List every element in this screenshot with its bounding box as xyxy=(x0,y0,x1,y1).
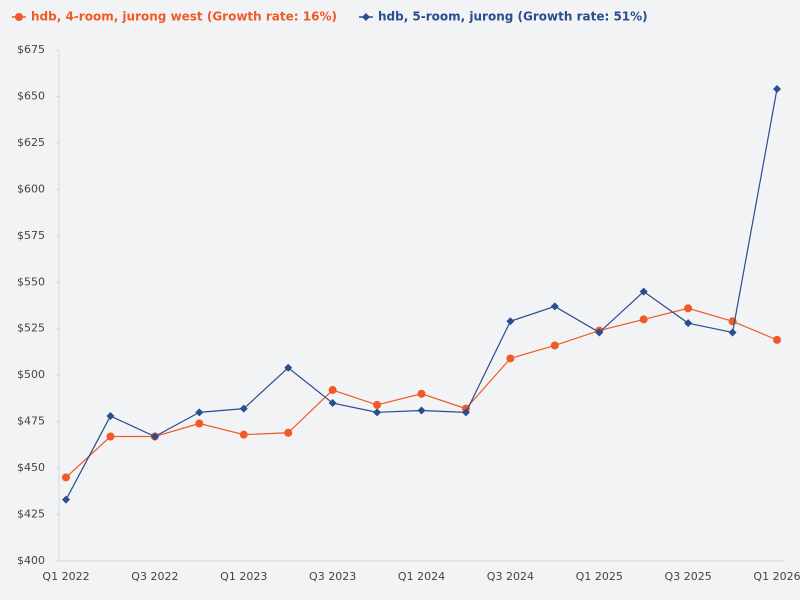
point xyxy=(195,419,204,428)
point xyxy=(728,328,737,337)
y-tick-label: $475 xyxy=(17,415,45,428)
point xyxy=(595,328,604,337)
point xyxy=(62,473,70,482)
point xyxy=(639,287,648,296)
point xyxy=(195,408,204,417)
point xyxy=(239,430,248,439)
point xyxy=(284,363,293,372)
legend-marker xyxy=(15,13,23,21)
y-tick-label: $500 xyxy=(17,368,45,381)
point xyxy=(506,354,515,363)
y-tick-label: $575 xyxy=(17,229,45,242)
x-tick-label: Q1 2025 xyxy=(576,570,623,583)
x-tick-label: Q3 2022 xyxy=(131,570,178,583)
point xyxy=(550,341,559,350)
point xyxy=(62,495,70,504)
point xyxy=(506,317,515,326)
y-tick-label: $450 xyxy=(17,461,45,474)
point xyxy=(417,406,426,415)
x-tick-label: Q1 2026 xyxy=(753,570,800,583)
y-tick-label: $525 xyxy=(17,322,45,335)
point xyxy=(150,432,159,441)
y-tick-label: $600 xyxy=(17,182,45,195)
x-tick-label: Q1 2024 xyxy=(398,570,445,583)
point xyxy=(106,432,115,441)
x-tick-label: Q1 2023 xyxy=(220,570,267,583)
point xyxy=(773,335,781,344)
point xyxy=(684,319,693,328)
point xyxy=(684,304,693,313)
point xyxy=(328,386,337,395)
point xyxy=(773,85,781,94)
legend-label: hdb, 4-room, jurong west (Growth rate: 1… xyxy=(31,10,337,24)
legend-marker xyxy=(361,13,370,21)
point xyxy=(106,412,115,421)
y-tick-label: $625 xyxy=(17,136,45,149)
x-tick-label: Q3 2024 xyxy=(487,570,534,583)
point xyxy=(239,404,248,413)
point xyxy=(373,400,382,409)
point xyxy=(328,399,337,408)
legend-label: hdb, 5-room, jurong (Growth rate: 51%) xyxy=(378,10,648,24)
x-tick-label: Q1 2022 xyxy=(42,570,89,583)
y-tick-label: $550 xyxy=(17,275,45,288)
point xyxy=(284,428,293,437)
point xyxy=(461,408,470,417)
point xyxy=(373,408,382,417)
point xyxy=(417,389,426,398)
series-line xyxy=(65,88,778,500)
point xyxy=(639,315,648,324)
y-tick-label: $675 xyxy=(17,43,45,56)
y-tick-label: $400 xyxy=(17,554,45,567)
x-tick-label: Q3 2023 xyxy=(309,570,356,583)
y-tick-label: $650 xyxy=(17,89,45,102)
x-tick-label: Q3 2025 xyxy=(665,570,712,583)
point xyxy=(550,302,559,311)
y-tick-label: $425 xyxy=(17,508,45,521)
